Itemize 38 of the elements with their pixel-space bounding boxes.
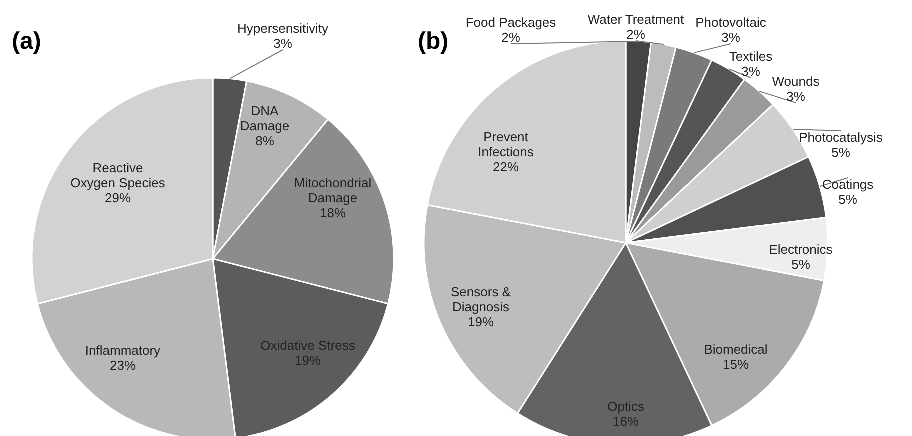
data-label: 2% (626, 27, 646, 42)
data-label: 2% (502, 30, 521, 45)
slice-label: Photovoltaic (696, 15, 767, 30)
slice-label: Reactive Oxygen Species (70, 160, 166, 190)
data-label: 5% (838, 192, 858, 207)
data-label: 23% (110, 358, 136, 373)
data-label: 15% (722, 357, 750, 372)
data-label: 5% (832, 145, 851, 160)
slice-label: Coatings (822, 177, 874, 192)
slice-label: Wounds (772, 74, 820, 89)
chart-title: (a) (12, 28, 42, 56)
slice-label: Electronics (769, 242, 834, 257)
slice-label: Prevent Infections (478, 130, 534, 160)
data-label: 8% (256, 134, 275, 148)
slice-label: DNA Damage (240, 104, 290, 134)
data-label: 19% (294, 353, 322, 368)
slice-label: Mitochondrial Damage (294, 176, 372, 206)
slice-label: Oxidative Stress (260, 338, 356, 353)
text: (b) (418, 28, 449, 56)
data-label: 3% (722, 30, 741, 45)
data-label: 3% (786, 89, 806, 104)
data-label: 3% (742, 64, 761, 79)
data-label: 5% (792, 257, 811, 272)
slice-label: Food Packages (466, 15, 557, 30)
data-label: 16% (612, 414, 640, 429)
slice-label: Biomedical (704, 342, 768, 357)
data-label: 19% (468, 314, 494, 330)
data-label: 29% (104, 190, 132, 206)
data-label: 18% (320, 206, 346, 220)
slice-label: Sensors & Diagnosis (451, 284, 512, 314)
slice-label: Optics (608, 399, 645, 414)
slice-label: Inflammatory (85, 343, 162, 358)
slice-label: Textiles (729, 49, 774, 64)
slice-label: Hypersensitivity (237, 21, 330, 36)
slice-label: Water Treatment (588, 12, 685, 27)
slice-label: Photocatalysis (799, 130, 884, 145)
data-label: 22% (492, 160, 520, 174)
data-label: 3% (274, 36, 293, 51)
